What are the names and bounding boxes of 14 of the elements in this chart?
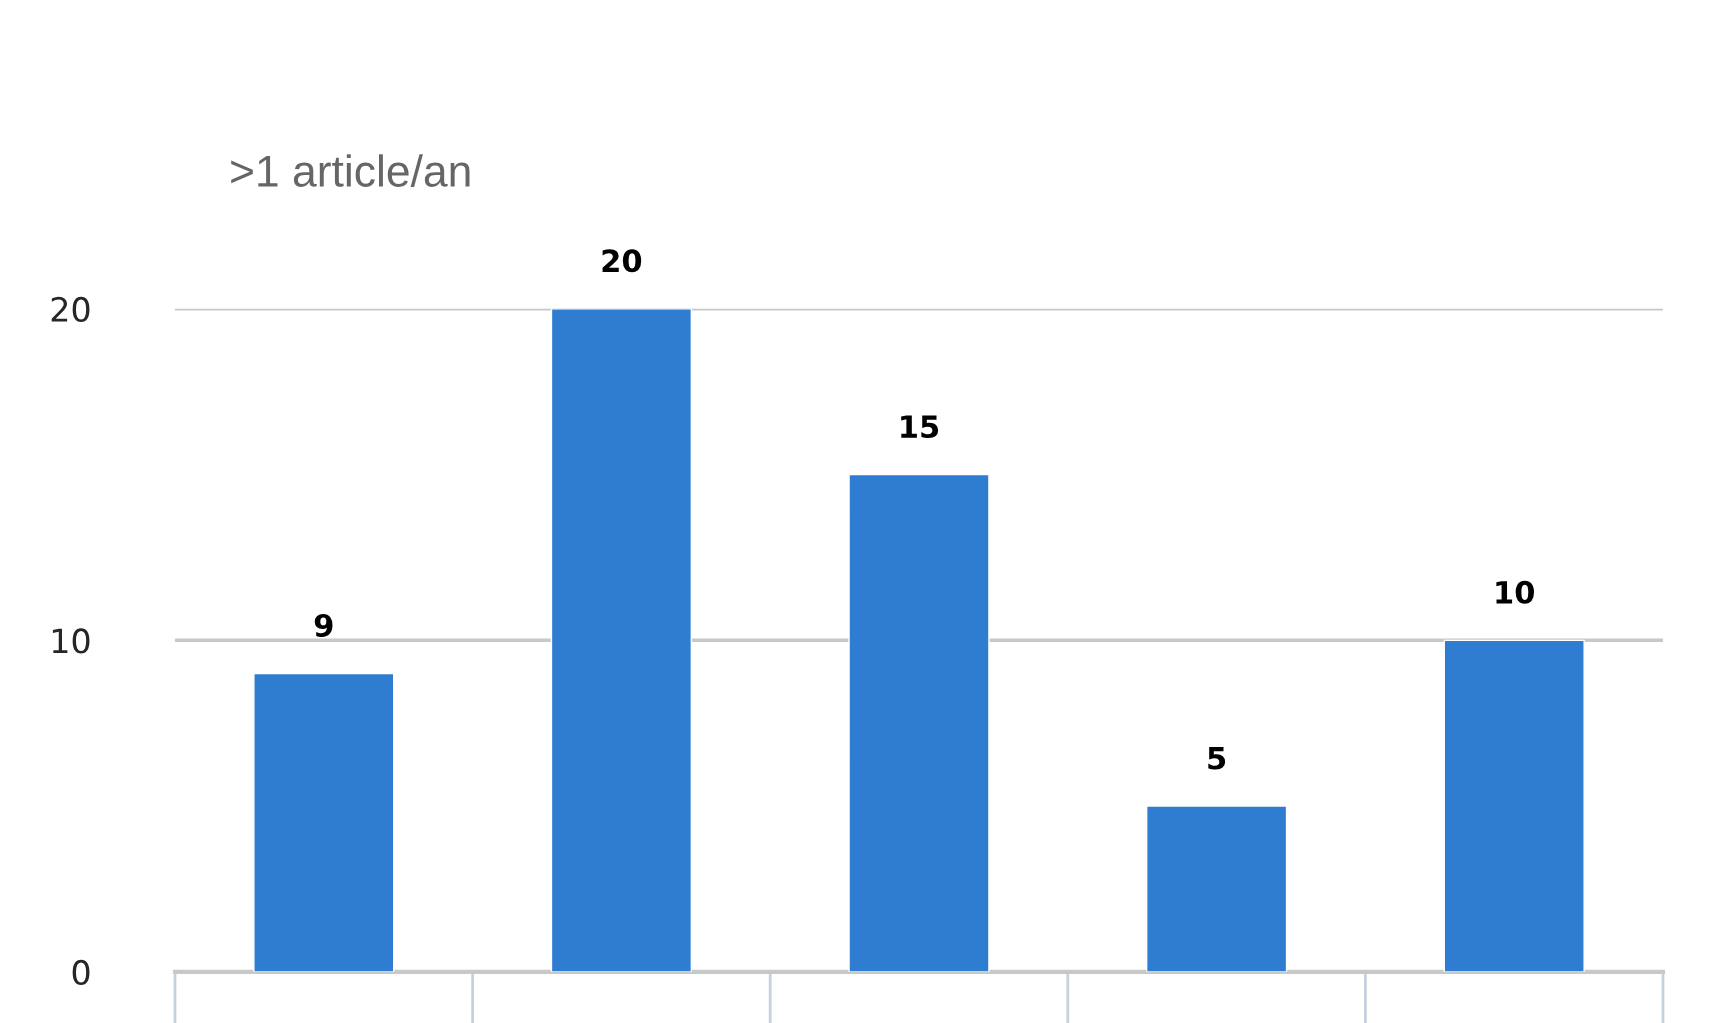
- y-tick-label: 20: [51, 296, 90, 322]
- data-label: 15: [901, 415, 939, 439]
- y-tick-label: 10: [52, 628, 90, 654]
- y-tick-label: 0: [72, 959, 90, 985]
- data-label: 10: [1496, 580, 1534, 604]
- chart-title: >1 article/an: [231, 154, 470, 187]
- bar: [1443, 639, 1585, 972]
- data-label: 20: [602, 249, 642, 273]
- bar: [253, 672, 395, 972]
- bar: [1145, 805, 1288, 972]
- bar: [848, 473, 990, 972]
- data-label: 5: [1208, 746, 1226, 770]
- data-label: 9: [314, 613, 333, 638]
- bar: [550, 308, 693, 972]
